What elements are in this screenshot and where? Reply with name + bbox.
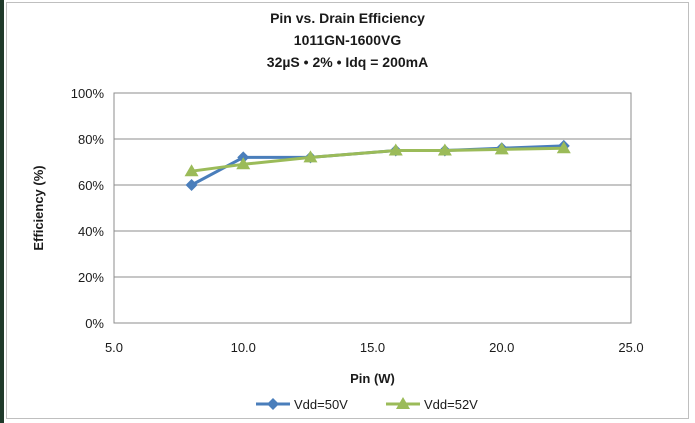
data-point (303, 150, 318, 163)
plot-area-border (113, 92, 632, 324)
x-tick-label: 15.0 (360, 340, 385, 355)
left-edge-strip (0, 0, 4, 423)
y-tick-label: 80% (78, 132, 104, 147)
legend-marker (267, 398, 279, 410)
legend-marker (396, 397, 410, 409)
series-layer (184, 139, 571, 191)
chart-subtitle-conditions: 32µS • 2% • Idq = 200mA (266, 54, 429, 70)
chart-title: Pin vs. Drain Efficiency (270, 10, 425, 26)
x-tick-label: 10.0 (231, 340, 256, 355)
series-2 (184, 141, 571, 177)
y-tick-label: 100% (71, 86, 105, 101)
y-tick-label: 40% (78, 224, 104, 239)
data-point (184, 164, 199, 177)
x-tick-label: 20.0 (489, 340, 514, 355)
x-tick-label: 25.0 (618, 340, 643, 355)
chart-subtitle-model: 1011GN-1600VG (293, 32, 402, 48)
x-tick-label: 5.0 (105, 340, 123, 355)
y-tick-label: 20% (78, 270, 104, 285)
data-point (437, 143, 452, 156)
chart-border (6, 2, 689, 419)
data-point (236, 157, 251, 170)
grid-layer (114, 92, 631, 324)
data-point (494, 142, 509, 155)
data-point (556, 141, 571, 154)
x-axis-label: Pin (W) (350, 371, 395, 386)
legend: Vdd=50V Vdd=52V (256, 397, 478, 412)
data-point (185, 179, 198, 191)
y-tick-label: 60% (78, 178, 104, 193)
y-axis-label: Efficiency (%) (31, 165, 46, 250)
x-tick-labels: 5.0 10.0 15.0 20.0 25.0 (105, 340, 644, 355)
y-tick-label: 0% (85, 316, 104, 331)
y-tick-labels: 0% 20% 40% 60% 80% 100% (71, 86, 105, 331)
data-point (388, 143, 403, 156)
legend-label: Vdd=52V (424, 397, 478, 412)
legend-label: Vdd=50V (294, 397, 348, 412)
